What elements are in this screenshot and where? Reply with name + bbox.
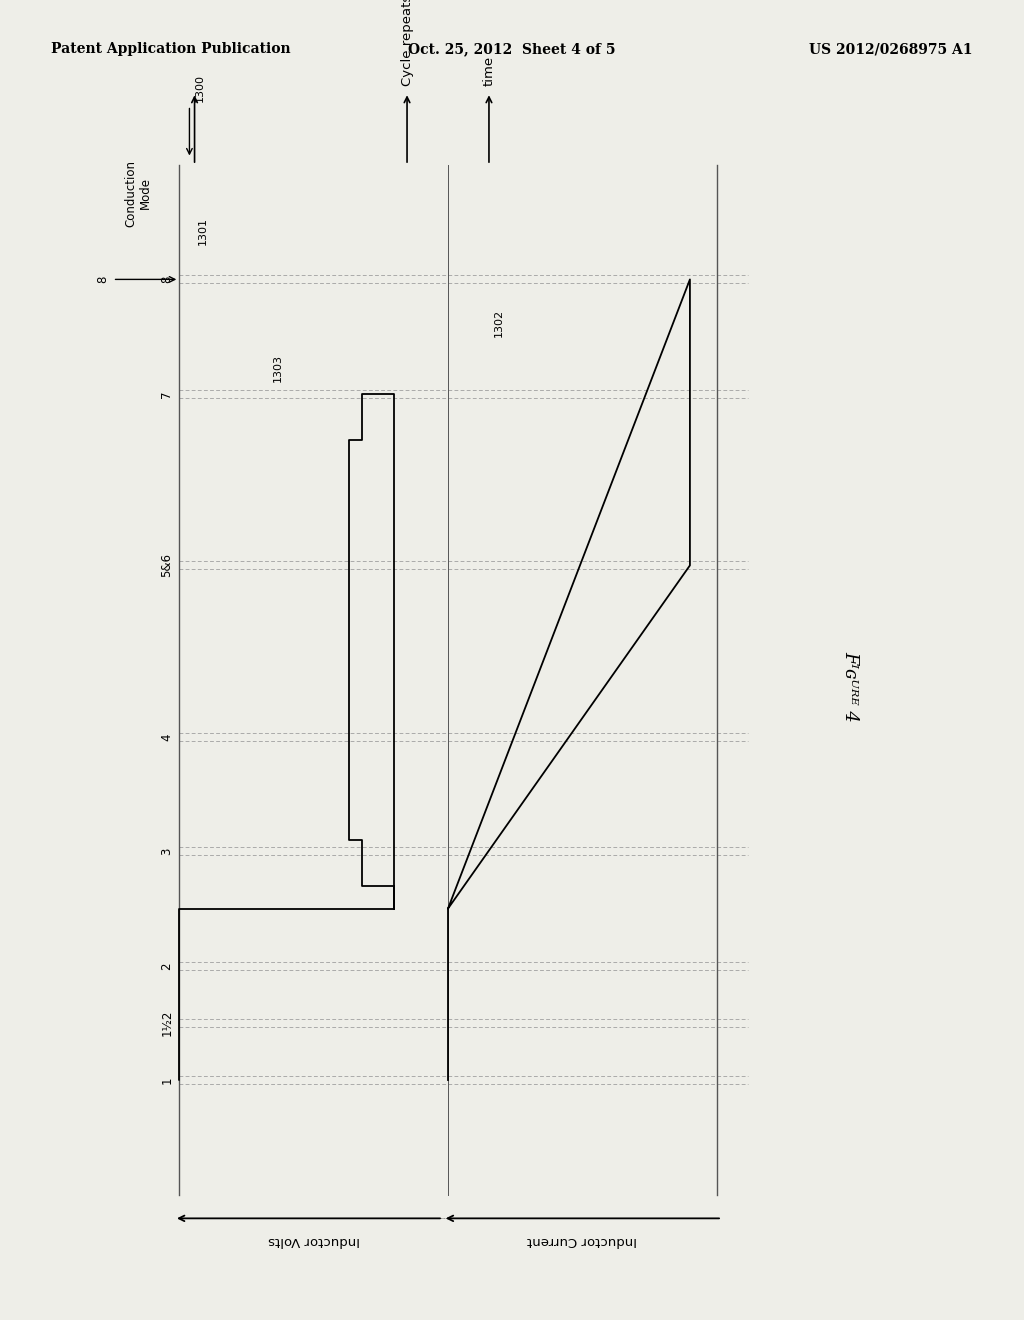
Text: 1300: 1300 — [195, 74, 205, 102]
Text: Conduction
Mode: Conduction Mode — [124, 160, 153, 227]
Text: time: time — [482, 55, 496, 86]
Text: 1½2: 1½2 — [161, 1010, 173, 1036]
Text: 5&6: 5&6 — [161, 553, 173, 577]
Text: 4: 4 — [161, 733, 173, 741]
Text: Fᴵɢᵁᴿᴱ 4: Fᴵɢᵁᴿᴱ 4 — [841, 651, 859, 722]
Text: Patent Application Publication: Patent Application Publication — [51, 42, 291, 57]
Text: 1302: 1302 — [494, 309, 504, 337]
Text: 8: 8 — [161, 276, 173, 282]
Text: 3: 3 — [161, 847, 173, 855]
Text: 7: 7 — [161, 389, 173, 397]
Text: 1: 1 — [161, 1076, 173, 1084]
Text: US 2012/0268975 A1: US 2012/0268975 A1 — [809, 42, 973, 57]
Text: 2: 2 — [161, 962, 173, 970]
Text: Inductor Current: Inductor Current — [527, 1234, 637, 1247]
Text: 1303: 1303 — [273, 354, 284, 383]
Text: 8: 8 — [96, 276, 110, 282]
Text: Cycle repeats: Cycle repeats — [400, 0, 414, 86]
Text: 1301: 1301 — [198, 216, 208, 246]
Text: Inductor Volts: Inductor Volts — [267, 1234, 359, 1247]
Text: Oct. 25, 2012  Sheet 4 of 5: Oct. 25, 2012 Sheet 4 of 5 — [409, 42, 615, 57]
